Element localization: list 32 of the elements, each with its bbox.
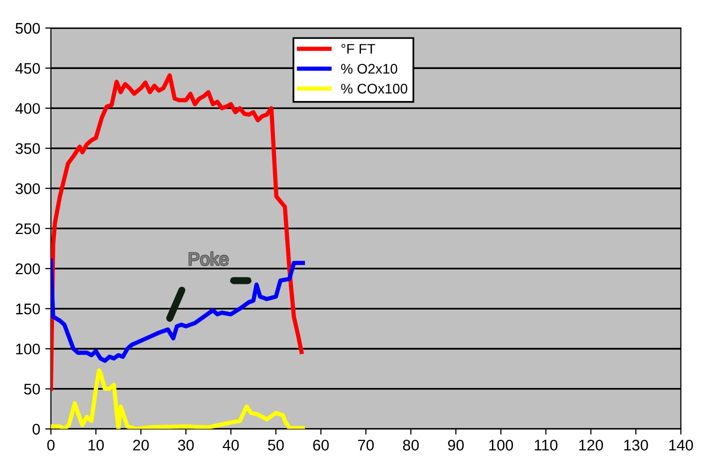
x-tick-label: 110 <box>534 440 558 451</box>
y-tick-label: 350 <box>16 143 40 154</box>
x-tick-label: 50 <box>268 440 284 451</box>
y-tick-label: 200 <box>16 263 40 274</box>
line-series <box>50 368 305 429</box>
x-tick-label: 130 <box>624 440 648 451</box>
x-tick-label: 100 <box>489 440 514 451</box>
x-tick-label: 10 <box>88 440 104 451</box>
y-tick-label: 0 <box>32 424 40 435</box>
annotation: Poke <box>189 252 228 266</box>
x-tick-label: 120 <box>579 440 603 451</box>
y-tick-label: 500 <box>16 22 40 34</box>
y-tick-label: 300 <box>16 183 40 194</box>
x-tick-label: 60 <box>313 440 329 451</box>
x-tick-label: 30 <box>178 440 194 451</box>
y-tick-label: 250 <box>16 223 40 234</box>
legend-label: % COx100 <box>341 84 408 94</box>
y-tick-label: 400 <box>15 103 40 114</box>
x-tick-label: 140 <box>669 440 693 451</box>
y-tick-label: 50 <box>24 384 40 395</box>
x-tick-label: 70 <box>358 440 374 451</box>
line-series <box>50 73 304 391</box>
y-tick-label: 150 <box>16 304 40 314</box>
y-tick-label: 100 <box>16 344 40 354</box>
legend-label: °F FT <box>341 44 376 54</box>
x-tick-label: 40 <box>222 440 239 451</box>
legend-label: % O2x10 <box>341 64 398 74</box>
x-tick-label: 90 <box>448 440 464 451</box>
x-tick-label: 20 <box>133 440 149 451</box>
x-tick-label: 80 <box>403 440 419 451</box>
x-tick-label: 0 <box>47 440 55 451</box>
y-tick-label: 450 <box>15 62 40 74</box>
